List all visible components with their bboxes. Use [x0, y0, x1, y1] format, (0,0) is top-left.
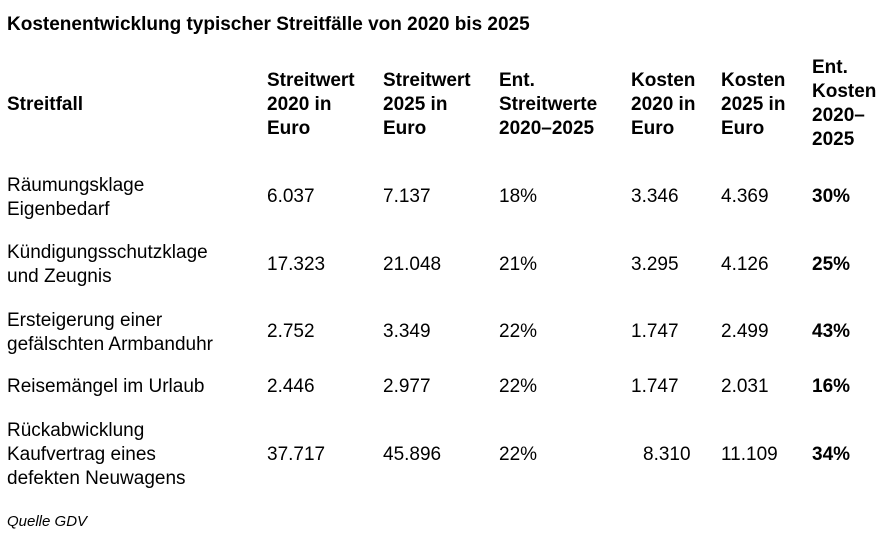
row-1-streitwert-2020: 6.037	[267, 186, 315, 207]
header-streitwert-2025: Streitwert 2025 in Euro	[383, 70, 471, 139]
row-5-kosten-2020: 8.310	[643, 444, 691, 465]
row-3-streitfall: Ersteigerung einer gefälschten Armbanduh…	[7, 310, 213, 355]
header-kosten-2025: Kosten 2025 in Euro	[721, 70, 786, 139]
row-4-streitwert-2020: 2.446	[267, 376, 315, 397]
row-1-streitwert-2025: 7.137	[383, 186, 431, 207]
row-4-kosten-2025: 2.031	[721, 376, 769, 397]
row-4-streitwert-2025: 2.977	[383, 376, 431, 397]
row-5-ent-streitwerte: 22%	[499, 444, 538, 465]
row-2-streitwert-2025: 21.048	[383, 254, 442, 275]
row-4-ent-kosten: 16%	[812, 376, 851, 397]
row-4-ent-streitwerte: 22%	[499, 376, 538, 397]
row-2-ent-kosten: 25%	[812, 254, 851, 275]
row-1-ent-kosten: 30%	[812, 186, 851, 207]
header-streitwert-2020: Streitwert 2020 in Euro	[267, 70, 355, 139]
row-4-streitfall: Reisemängel im Urlaub	[7, 376, 205, 397]
row-5-kosten-2025: 11.109	[721, 444, 778, 465]
row-2-streitwert-2020: 17.323	[267, 254, 326, 275]
row-4-kosten-2020: 1.747	[631, 376, 679, 397]
header-kosten-2020: Kosten 2020 in Euro	[631, 70, 696, 139]
header-entwicklung-kosten: Ent. Kosten 2020– 2025	[812, 57, 877, 150]
row-2-streitfall: Kündigungsschutzklage und Zeugnis	[7, 242, 208, 287]
row-3-ent-kosten: 43%	[812, 321, 851, 342]
row-3-streitwert-2020: 2.752	[267, 321, 315, 342]
row-1-kosten-2020: 3.346	[631, 186, 679, 207]
row-1-kosten-2025: 4.369	[721, 186, 769, 207]
row-2-kosten-2020: 3.295	[631, 254, 679, 275]
row-3-streitwert-2025: 3.349	[383, 321, 431, 342]
row-3-kosten-2020: 1.747	[631, 321, 679, 342]
row-5-streitwert-2020: 37.717	[267, 444, 326, 465]
source-note: Quelle GDV	[7, 513, 88, 530]
row-2-kosten-2025: 4.126	[721, 254, 769, 275]
row-1-streitfall: Räumungsklage Eigenbedarf	[7, 175, 145, 220]
header-streitfall: Streitfall	[7, 94, 84, 115]
row-3-ent-streitwerte: 22%	[499, 321, 538, 342]
table-title: Kostenentwicklung typischer Streitfälle …	[7, 14, 530, 35]
header-entwicklung-streitwerte: Ent. Streitwerte 2020–2025	[499, 70, 598, 139]
row-1-ent-streitwerte: 18%	[499, 186, 538, 207]
row-5-streitfall: Rückabwicklung Kaufvertrag eines defekte…	[7, 420, 186, 489]
row-5-ent-kosten: 34%	[812, 444, 851, 465]
row-2-ent-streitwerte: 21%	[499, 254, 538, 275]
row-5-streitwert-2025: 45.896	[383, 444, 442, 465]
row-3-kosten-2025: 2.499	[721, 321, 769, 342]
